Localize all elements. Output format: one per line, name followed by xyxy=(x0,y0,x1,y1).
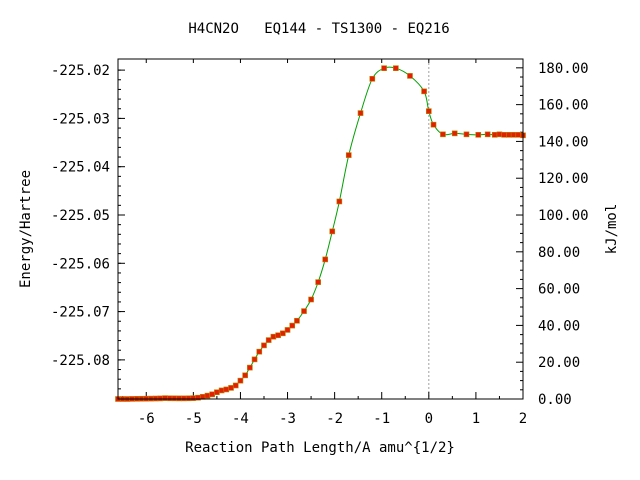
y-tick-label: -225.08 xyxy=(51,353,110,369)
data-point xyxy=(301,308,307,314)
series-layer xyxy=(115,65,526,402)
data-point xyxy=(501,132,507,138)
y2-tick-label: 40.00 xyxy=(538,318,580,334)
y-tick-label: -225.07 xyxy=(51,305,110,321)
data-point xyxy=(357,110,364,116)
y2-tick-label: 100.00 xyxy=(538,208,589,224)
data-point xyxy=(451,130,458,137)
x-axis-label: Reaction Path Length/A amu^{1/2} xyxy=(185,440,455,456)
data-point xyxy=(463,131,470,138)
y2-tick-label: 0.00 xyxy=(538,392,572,408)
data-point xyxy=(289,322,296,329)
data-point xyxy=(218,387,225,394)
data-point xyxy=(214,389,220,396)
data-point xyxy=(484,131,491,138)
data-point xyxy=(265,337,272,343)
data-point xyxy=(261,342,267,349)
data-point xyxy=(475,132,482,138)
x-tick-label: -4 xyxy=(232,411,249,427)
data-point xyxy=(204,392,211,399)
data-point xyxy=(176,395,183,402)
x-tick-label: -6 xyxy=(138,411,155,427)
y-axis-label: Energy/Hartree xyxy=(18,170,34,288)
data-point xyxy=(190,395,197,401)
data-point xyxy=(294,317,300,324)
y-tick-label: -225.05 xyxy=(51,208,110,224)
x-tick-label: -3 xyxy=(279,411,296,427)
data-point xyxy=(430,121,437,128)
data-point xyxy=(228,385,234,391)
y-tick-label: -225.04 xyxy=(51,160,110,176)
data-point xyxy=(256,348,263,355)
data-point xyxy=(223,386,230,393)
y2-tick-label: 60.00 xyxy=(538,282,580,298)
data-point xyxy=(308,296,314,303)
data-point xyxy=(407,73,413,79)
data-point xyxy=(284,327,291,333)
data-point xyxy=(381,65,387,71)
data-point xyxy=(247,364,253,371)
chart-title: H4CN2O EQ144 - TS1300 - EQ216 xyxy=(188,21,449,37)
x-tick-label: 2 xyxy=(519,411,527,427)
data-point xyxy=(506,132,512,138)
data-point xyxy=(171,395,178,402)
data-point xyxy=(185,395,192,402)
data-point xyxy=(162,395,168,401)
data-point xyxy=(270,333,277,340)
data-point xyxy=(496,131,503,138)
data-point xyxy=(322,256,329,263)
y2-tick-label: 20.00 xyxy=(538,355,580,371)
data-point xyxy=(209,391,215,398)
ticks-layer: -6 -5 -4 -3 -2 -1 0 1 2 -225.02 -225.03 -225.04 -225… xyxy=(51,59,589,427)
x-tick-label: -5 xyxy=(185,411,202,427)
data-point xyxy=(440,131,446,138)
data-point xyxy=(167,395,173,402)
y-tick-label: -225.06 xyxy=(51,256,110,272)
data-point xyxy=(510,132,517,138)
y-tick-label: -225.03 xyxy=(51,111,110,127)
data-point xyxy=(515,132,522,138)
data-point xyxy=(393,65,399,71)
x-tick-label: 0 xyxy=(425,411,433,427)
energy-curve xyxy=(117,66,524,400)
plot-frame xyxy=(117,58,524,400)
y2-tick-label: 140.00 xyxy=(538,134,589,150)
data-point xyxy=(491,132,498,138)
data-point xyxy=(315,279,321,285)
data-point xyxy=(345,152,352,158)
y2-axis-label: kJ/mol xyxy=(604,204,620,255)
y2-tick-label: 120.00 xyxy=(538,171,589,187)
data-point xyxy=(275,332,281,339)
data-point xyxy=(369,76,376,82)
data-point xyxy=(242,372,248,379)
y2-tick-label: 160.00 xyxy=(538,98,589,114)
y2-tick-label: 80.00 xyxy=(538,245,580,261)
data-point xyxy=(232,382,239,389)
x-tick-label: -1 xyxy=(373,411,390,427)
x-tick-label: 1 xyxy=(472,411,480,427)
y-tick-label: -225.02 xyxy=(51,63,110,79)
y2-tick-label: 180.00 xyxy=(538,61,589,77)
data-point xyxy=(181,395,187,402)
data-point xyxy=(426,108,432,114)
data-point xyxy=(329,228,336,235)
data-point xyxy=(336,198,343,205)
data-point xyxy=(157,395,164,402)
data-point xyxy=(251,356,258,363)
data-point xyxy=(280,330,286,337)
data-point xyxy=(237,377,244,384)
data-point xyxy=(421,88,427,95)
x-tick-label: -2 xyxy=(326,411,343,427)
